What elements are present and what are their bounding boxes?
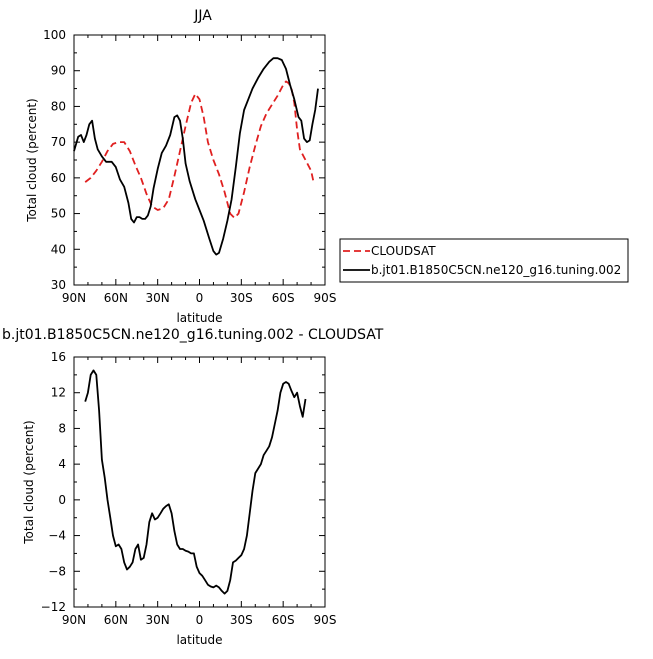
x-tick-label: 0 xyxy=(196,613,204,627)
x-tick-label: 60N xyxy=(104,613,128,627)
y-tick-label: 90 xyxy=(51,64,66,78)
legend: CLOUDSAT b.jt01.B1850C5CN.ne120_g16.tunin… xyxy=(339,238,629,283)
x-tick-label: 60N xyxy=(104,291,128,305)
x-tick-label: 90N xyxy=(62,613,86,627)
x-tick-label: 30S xyxy=(230,291,253,305)
y-tick-label: −12 xyxy=(41,600,66,614)
x-tick-label: 30N xyxy=(146,291,170,305)
y-tick-label: 0 xyxy=(58,493,66,507)
plot-frame xyxy=(73,356,326,608)
series-line-1 xyxy=(84,369,307,595)
y-tick-label: 50 xyxy=(51,207,66,221)
legend-label: b.jt01.B1850C5CN.ne120_g16.tuning.002 xyxy=(371,263,621,277)
x-tick-label: 90S xyxy=(314,291,337,305)
y-tick-label: 16 xyxy=(51,350,66,364)
series-line-b-jt01-b1850c5cn-ne120-g16-tuning-002 xyxy=(73,57,319,256)
y-tick-label: 80 xyxy=(51,99,66,113)
series-line-cloudsat xyxy=(84,80,315,219)
chart-panel-1: JJA 90N 60N 30N 0 30S 60S 90S 30 40 50 60 70 80 90 100 l… xyxy=(25,8,336,325)
x-axis-label: latitude xyxy=(176,633,222,647)
x-tick-label: 0 xyxy=(196,291,204,305)
y-tick-label: −4 xyxy=(48,529,66,543)
x-tick-label: 60S xyxy=(272,613,295,627)
y-tick-label: 30 xyxy=(51,278,66,292)
y-axis-label: Total cloud (percent) xyxy=(22,420,36,544)
y-tick-label: 4 xyxy=(58,457,66,471)
x-tick-label: 30N xyxy=(146,613,170,627)
legend-label: CLOUDSAT xyxy=(371,244,436,258)
x-axis-label: latitude xyxy=(176,311,222,325)
chart-title: JJA xyxy=(193,8,212,24)
x-tick-label: 30S xyxy=(230,613,253,627)
y-tick-label: −8 xyxy=(48,564,66,578)
y-tick-label: 12 xyxy=(51,386,66,400)
y-axis-label: Total cloud (percent) xyxy=(25,98,39,222)
x-tick-label: 90S xyxy=(314,613,337,627)
x-tick-label: 90N xyxy=(62,291,86,305)
y-tick-label: 40 xyxy=(51,242,66,256)
chart-title: b.jt01.B1850C5CN.ne120_g16.tuning.002 - … xyxy=(2,327,384,343)
y-tick-label: 60 xyxy=(51,171,66,185)
chart-panel-2: b.jt01.B1850C5CN.ne120_g16.tuning.002 - … xyxy=(2,327,384,647)
y-tick-label: 70 xyxy=(51,135,66,149)
x-tick-label: 60S xyxy=(272,291,295,305)
y-tick-label: 8 xyxy=(58,421,66,435)
y-tick-label: 100 xyxy=(43,28,66,42)
legend-box xyxy=(339,238,629,283)
